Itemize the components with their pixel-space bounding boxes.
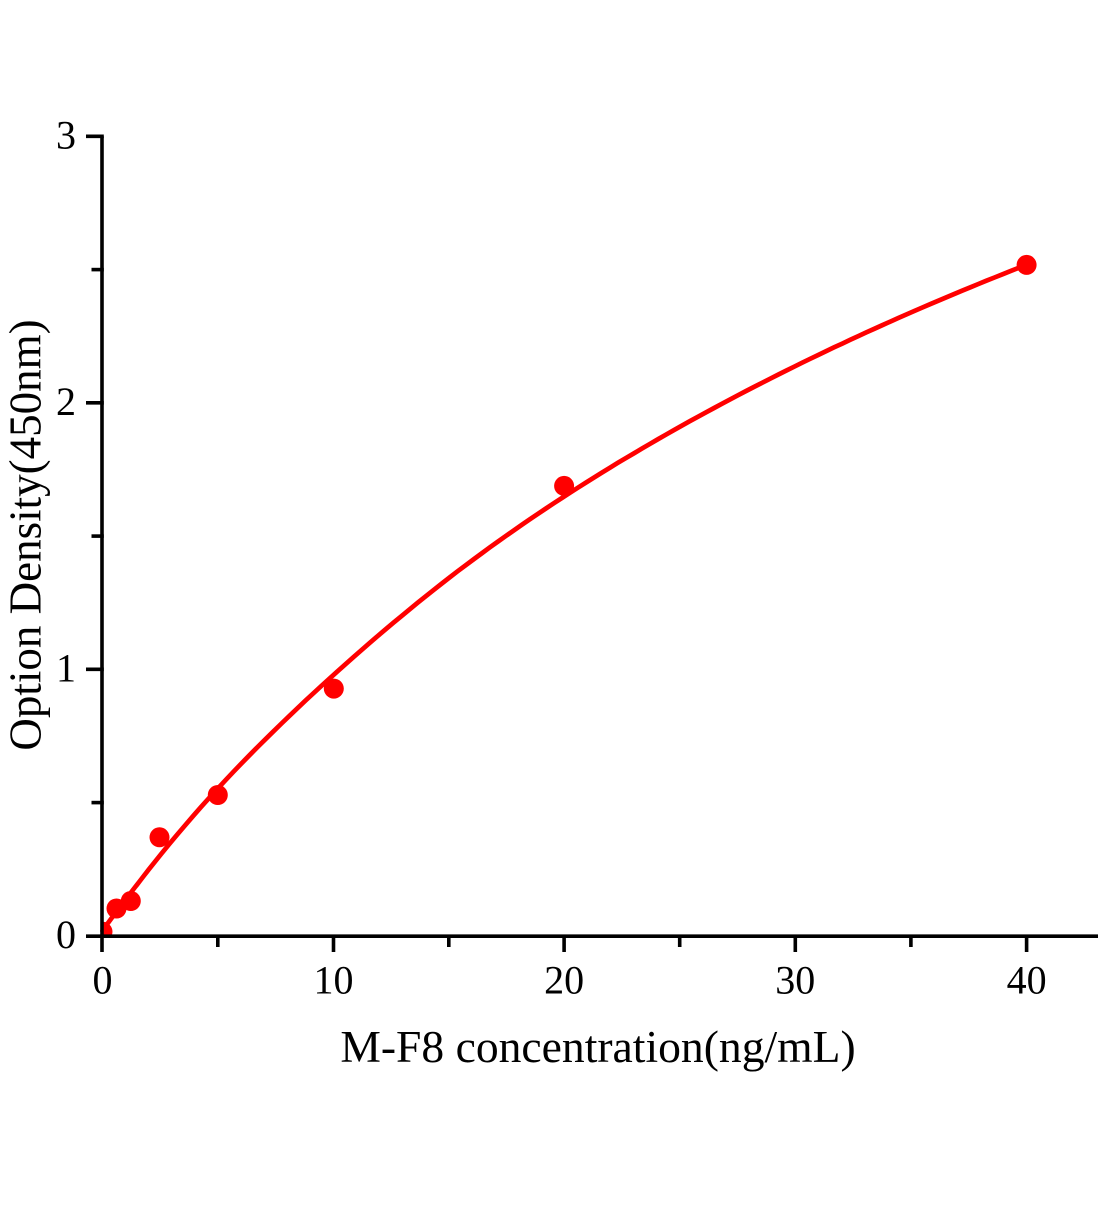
svg-text:0: 0	[56, 912, 76, 957]
svg-text:M-F8 concentration(ng/mL): M-F8 concentration(ng/mL)	[340, 1021, 855, 1072]
svg-text:20: 20	[544, 957, 584, 1002]
svg-text:2: 2	[56, 379, 76, 424]
svg-text:Option Density(450nm): Option Density(450nm)	[1, 319, 51, 750]
svg-text:30: 30	[775, 957, 815, 1002]
svg-text:0: 0	[93, 957, 113, 1002]
svg-text:3: 3	[56, 113, 76, 158]
svg-text:1: 1	[56, 646, 76, 691]
svg-text:40: 40	[1007, 957, 1047, 1002]
svg-text:10: 10	[314, 957, 354, 1002]
